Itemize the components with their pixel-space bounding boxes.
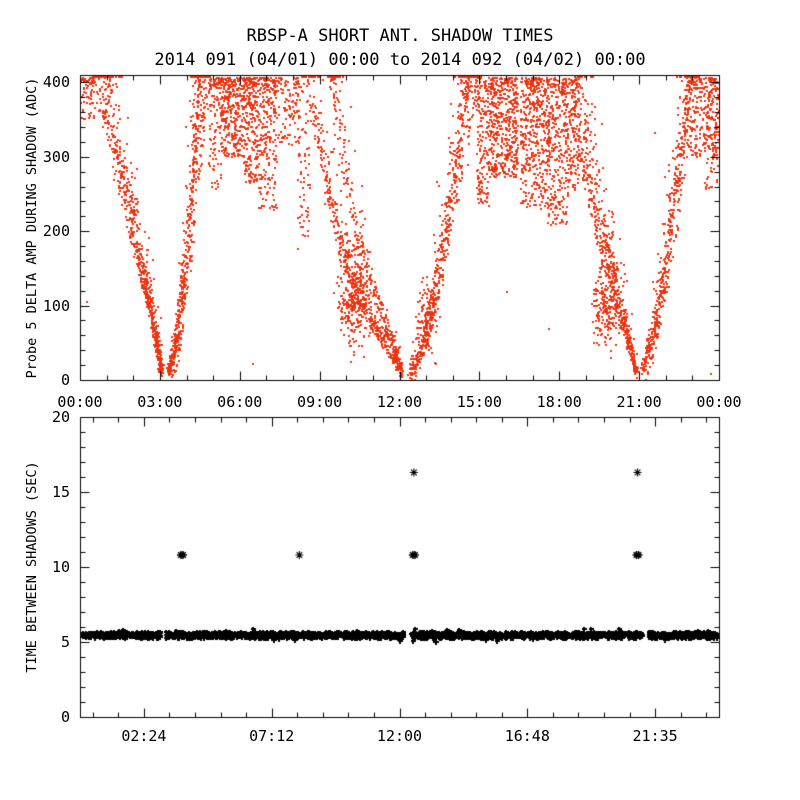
y-tick-label: 5 — [60, 633, 70, 651]
x-tick-label: 07:12 — [249, 727, 295, 745]
x-tick-label: 09:00 — [297, 393, 343, 411]
y-tick-label: 20 — [51, 408, 70, 426]
x-tick-label: 21:35 — [632, 727, 678, 745]
x-tick-label: 06:00 — [217, 393, 263, 411]
x-tick-label: 16:48 — [504, 727, 550, 745]
y-tick-label: 0 — [60, 708, 70, 726]
x-tick-label: 02:24 — [121, 727, 167, 745]
x-tick-label: 00:00 — [696, 393, 742, 411]
y-tick-label: 100 — [42, 296, 70, 315]
y-tick-label: 400 — [42, 73, 70, 92]
y-tick-label: 300 — [42, 147, 70, 166]
x-tick-label: 15:00 — [456, 393, 502, 411]
y-tick-label: 0 — [60, 371, 70, 389]
bottom-y-axis-label: TIME BETWEEN SHADOWS (SEC) — [24, 461, 40, 673]
y-tick-label: 200 — [42, 222, 70, 241]
x-tick-label: 00:00 — [57, 393, 103, 411]
x-tick-label: 12:00 — [376, 727, 423, 745]
x-tick-label: 18:00 — [536, 393, 582, 411]
chart-subtitle: 2014 091 (04/01) 00:00 to 2014 092 (04/0… — [154, 50, 646, 70]
x-tick-label: 21:00 — [616, 393, 662, 411]
y-tick-label: 10 — [51, 558, 70, 576]
chart-title: RBSP-A SHORT ANT. SHADOW TIMES — [246, 26, 554, 46]
top-y-axis-label: Probe 5 DELTA AMP DURING SHADOW (ADC) — [24, 77, 40, 379]
x-tick-label: 12:00 — [376, 393, 423, 411]
x-tick-label: 03:00 — [137, 393, 183, 411]
y-tick-label: 15 — [51, 483, 70, 501]
